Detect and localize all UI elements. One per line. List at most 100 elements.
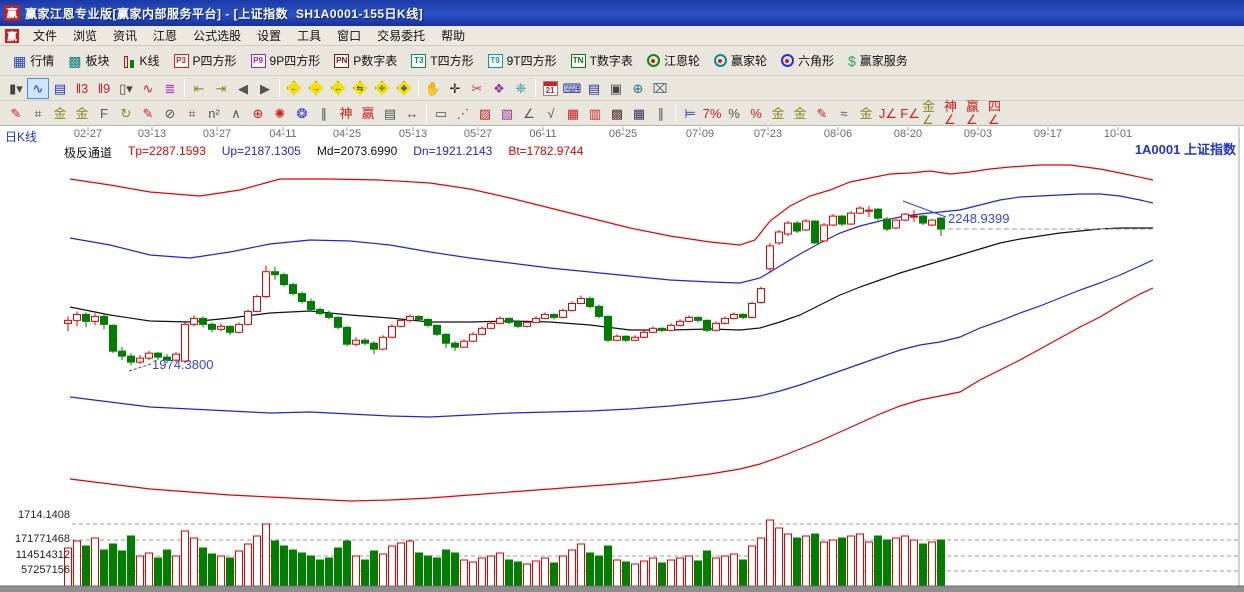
shift-right-button[interactable]: → bbox=[305, 78, 327, 99]
percent-line-button[interactable]: % bbox=[745, 103, 767, 124]
parallel-lines-button[interactable]: ∥ bbox=[650, 103, 672, 124]
menu-item-文件[interactable]: 文件 bbox=[33, 29, 58, 43]
t-square-button[interactable]: T3 T四方形 bbox=[404, 49, 480, 73]
fibonacci-grid-button[interactable]: F bbox=[93, 103, 115, 124]
save-button[interactable]: ▣ bbox=[605, 78, 627, 99]
j-angle-button[interactable]: J∠ bbox=[877, 103, 899, 124]
hexagon-button[interactable]: 六角形 bbox=[774, 49, 841, 73]
menu-item-资讯[interactable]: 资讯 bbox=[113, 29, 138, 43]
fan-box-button[interactable]: ▨ bbox=[474, 103, 496, 124]
menu-item-工具[interactable]: 工具 bbox=[297, 29, 322, 43]
scale-marks-button[interactable]: ⊨ bbox=[679, 103, 701, 124]
shen-tool-button[interactable]: 神 bbox=[335, 103, 357, 124]
menu-item-浏览[interactable]: 浏览 bbox=[73, 29, 98, 43]
width-measure-button[interactable]: ↔ bbox=[401, 103, 423, 124]
p-number-table-button[interactable]: PN P数字表 bbox=[327, 49, 404, 73]
rect-tool-button[interactable]: ▭ bbox=[430, 103, 452, 124]
step-forward-button[interactable]: ▶ bbox=[254, 78, 276, 99]
draw-pencil-button[interactable]: ✎ bbox=[5, 103, 27, 124]
step-back-button[interactable]: ◀ bbox=[232, 78, 254, 99]
kline-view-button[interactable]: K线 bbox=[117, 49, 167, 73]
radiate-target-button[interactable]: ✺ bbox=[269, 103, 291, 124]
check-lines-button[interactable]: √ bbox=[540, 103, 562, 124]
trend-angles-button[interactable]: ∠ bbox=[518, 103, 540, 124]
quotes-button[interactable]: ▦ 行情 bbox=[6, 49, 61, 73]
title-bar[interactable]: 赢 赢家江恩专业版[赢家内部服务平台] - [上证指数 SH1A0001-155… bbox=[0, 0, 1244, 26]
marker-pencil-button[interactable]: ✎ bbox=[137, 103, 159, 124]
menu-item-江恩[interactable]: 江恩 bbox=[153, 29, 178, 43]
percent-button[interactable]: % bbox=[723, 103, 745, 124]
crosshair-button[interactable]: ✛ bbox=[444, 78, 466, 99]
wave-tool-button[interactable]: ≈ bbox=[833, 103, 855, 124]
overlay-curve-tool-button[interactable]: ∿ bbox=[27, 77, 49, 99]
pattern-tool-button[interactable]: ❈ bbox=[510, 78, 532, 99]
menu-item-帮助[interactable]: 帮助 bbox=[441, 29, 466, 43]
gold-angle-button[interactable]: 金∠ bbox=[921, 100, 943, 126]
gold-ratio-grid-button[interactable]: 金 bbox=[71, 103, 93, 124]
9t-square-button[interactable]: T9 9T四方形 bbox=[481, 49, 564, 73]
grid-target-button[interactable]: ❂ bbox=[291, 103, 313, 124]
winner-wheel-button[interactable]: 赢家轮 bbox=[707, 49, 774, 73]
shift-left-button[interactable]: ← bbox=[283, 78, 305, 99]
gold-circle-button[interactable]: 金 bbox=[767, 103, 789, 124]
n-squared-button[interactable]: n² bbox=[203, 103, 225, 124]
menu-item-公式选股[interactable]: 公式选股 bbox=[193, 29, 242, 43]
compass-button[interactable]: ⊕ bbox=[247, 103, 269, 124]
menu-item-设置[interactable]: 设置 bbox=[257, 29, 282, 43]
9p-square-button[interactable]: P9 9P四方形 bbox=[244, 49, 328, 73]
candle-style-dropdown-button[interactable]: ▮▾ bbox=[5, 78, 27, 99]
jump-last-button[interactable]: ⇥ bbox=[210, 78, 232, 99]
winner-service-button[interactable]: $ 赢家服务 bbox=[841, 49, 915, 73]
ying-angle-button[interactable]: 赢∠ bbox=[965, 100, 987, 126]
angle-mirror-button[interactable]: ∧ bbox=[225, 103, 247, 124]
spiral-tool-button[interactable]: ↻ bbox=[115, 103, 137, 124]
gann-fan-button[interactable]: ⋰ bbox=[452, 103, 474, 124]
compress-all-button[interactable]: ✥ bbox=[393, 78, 415, 99]
t-number-table-button[interactable]: TN T数字表 bbox=[564, 49, 640, 73]
grid-fan-button[interactable]: ▧ bbox=[496, 103, 518, 124]
jump-first-button[interactable]: ⇤ bbox=[188, 78, 210, 99]
notes-button[interactable]: ▤ bbox=[583, 78, 605, 99]
remote-computer-button[interactable]: ⌧ bbox=[649, 78, 671, 99]
menu-item-交易委托[interactable]: 交易委托 bbox=[377, 29, 426, 43]
formula-curve-button[interactable]: ∿ bbox=[137, 78, 159, 99]
network-button[interactable]: ⊕ bbox=[627, 78, 649, 99]
si-angle-button[interactable]: 四∠ bbox=[987, 100, 1009, 126]
color-histogram-button[interactable]: ≣ bbox=[159, 78, 181, 99]
stamp-tool-button[interactable]: ❖ bbox=[488, 78, 510, 99]
calendar-button[interactable]: 21 bbox=[539, 78, 561, 99]
price-grid-button[interactable]: ▦ bbox=[562, 103, 584, 124]
gold-line-button[interactable]: 金 bbox=[789, 103, 811, 124]
menu-item-窗口[interactable]: 窗口 bbox=[337, 29, 362, 43]
gold-underline-button[interactable]: 金 bbox=[855, 103, 877, 124]
percent-7-button[interactable]: 7% bbox=[701, 103, 723, 124]
expand-all-button[interactable]: ✢ bbox=[371, 78, 393, 99]
pan-hand-button[interactable]: ✋ bbox=[422, 78, 444, 99]
box-grid-button[interactable]: ▦ bbox=[628, 103, 650, 124]
candle-type-dropdown-button[interactable]: ▯▾ bbox=[115, 78, 137, 99]
gann-wheel-button[interactable]: 江恩轮 bbox=[640, 49, 707, 73]
price-grid-2-button[interactable]: ▥ bbox=[584, 103, 606, 124]
p-square-button[interactable]: P3 P四方形 bbox=[167, 49, 244, 73]
cut-tool-button[interactable]: ✂ bbox=[466, 78, 488, 99]
expand-horizontal-button[interactable]: ↔ bbox=[327, 78, 349, 99]
calculator-button[interactable]: ⌨ bbox=[561, 78, 583, 99]
time-divisions-button[interactable]: ⌗ bbox=[27, 103, 49, 124]
gold-section-grid-button[interactable]: 金 bbox=[49, 103, 71, 124]
cycle-circle-button[interactable]: ⊘ bbox=[159, 103, 181, 124]
x-axis-date: 08-06 bbox=[823, 128, 853, 140]
time-ruler-button[interactable]: ⌗ bbox=[181, 103, 203, 124]
bar-pair-button[interactable]: ∥ bbox=[313, 103, 335, 124]
f-angle-button[interactable]: F∠ bbox=[899, 103, 921, 124]
ying-tool-button[interactable]: 赢 bbox=[357, 103, 379, 124]
compress-horizontal-button[interactable]: ⇆ bbox=[349, 78, 371, 99]
sectors-button[interactable]: ▩ 板块 bbox=[61, 49, 116, 73]
shen-angle-button[interactable]: 神∠ bbox=[943, 100, 965, 126]
bar-chart-9-button[interactable]: ‖9 bbox=[93, 78, 115, 99]
draw-candle-button[interactable]: ✎ bbox=[811, 103, 833, 124]
info-panel-button[interactable]: ▤ bbox=[49, 78, 71, 99]
dark-grid-button[interactable]: ▩ bbox=[606, 103, 628, 124]
kline-chart[interactable] bbox=[0, 126, 1244, 592]
ruler-123-button[interactable]: ▤ bbox=[379, 103, 401, 124]
bar-chart-3-button[interactable]: ‖3 bbox=[71, 78, 93, 99]
